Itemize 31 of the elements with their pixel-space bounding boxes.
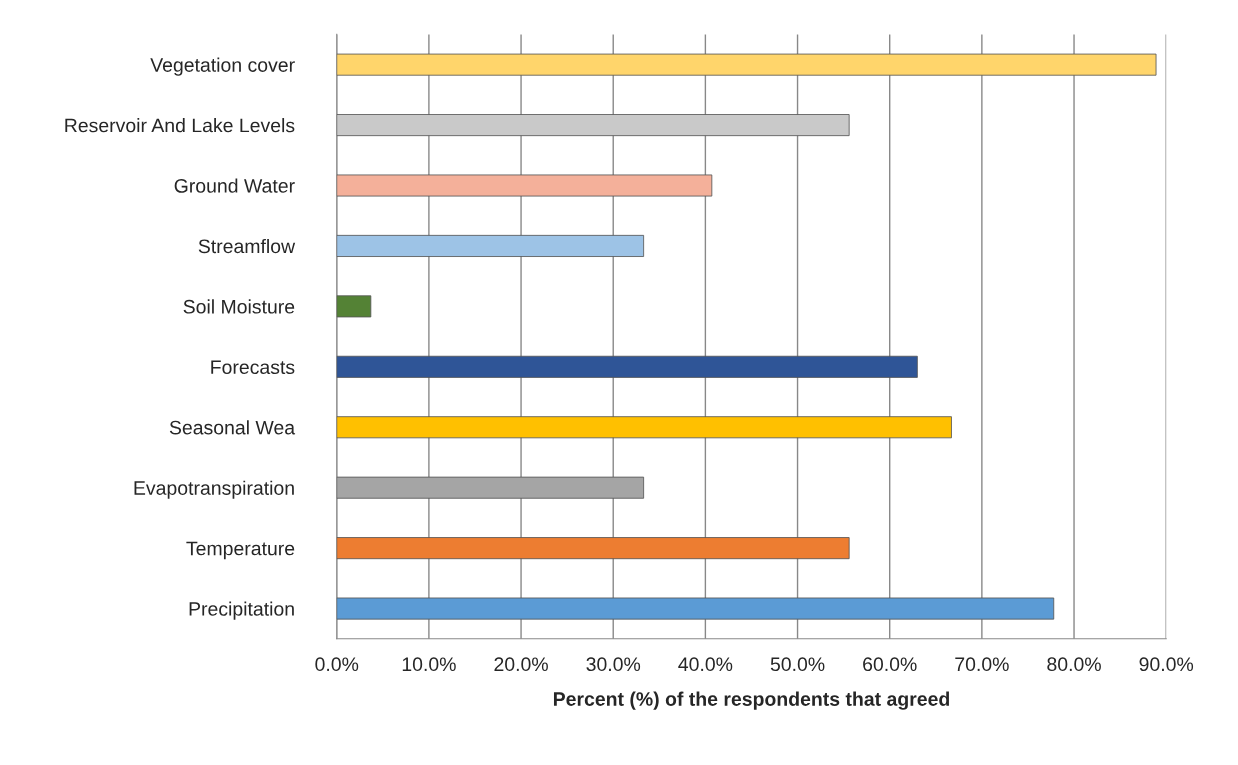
x-tick-label: 40.0% [678,657,733,672]
bar [336,416,952,439]
bar [336,537,850,560]
x-tick-label: 0.0% [315,657,359,672]
bar [336,476,645,499]
bar [336,234,645,257]
x-tick-label: 10.0% [402,657,456,672]
y-tick-label: Soil Moisture [183,299,295,314]
x-tick-label: 30.0% [586,657,641,672]
x-tick-label: 50.0% [770,657,825,672]
bar [336,174,713,197]
x-tick-label: 60.0% [863,657,917,672]
y-tick-label: Seasonal Wea [169,420,296,435]
x-tick-label: 70.0% [955,657,1009,672]
x-axis-title: Percent (%) of the respondents that agreed [553,691,949,710]
x-tick-label: 80.0% [1047,657,1101,672]
bar [336,597,1055,620]
y-tick-label: Evapotranspiration [134,480,294,499]
y-tick-label: Forecasts [211,360,295,375]
bar [336,295,372,318]
y-tick-label: Ground Water [174,178,295,193]
y-tick-label: Precipitation [189,601,294,620]
y-tick-label: Streamflow [198,238,296,254]
y-tick-label: Reservoir And Lake Levels [65,118,295,133]
bar [336,53,1157,76]
y-tick-label: Vegetation cover [150,57,295,76]
x-tick-label: 20.0% [494,657,548,672]
bar [336,355,918,378]
x-tick-label: 90.0% [1139,657,1194,672]
y-tick-label: Temperature [186,541,295,560]
bar [336,114,850,137]
